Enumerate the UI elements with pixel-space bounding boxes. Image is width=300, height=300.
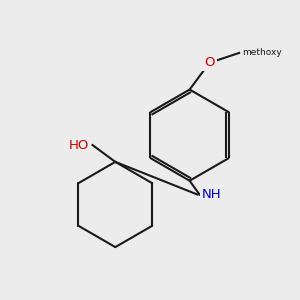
Text: HO: HO bbox=[68, 139, 89, 152]
Text: O: O bbox=[204, 56, 215, 69]
Text: NH: NH bbox=[202, 188, 221, 201]
Text: methoxy: methoxy bbox=[242, 48, 282, 57]
